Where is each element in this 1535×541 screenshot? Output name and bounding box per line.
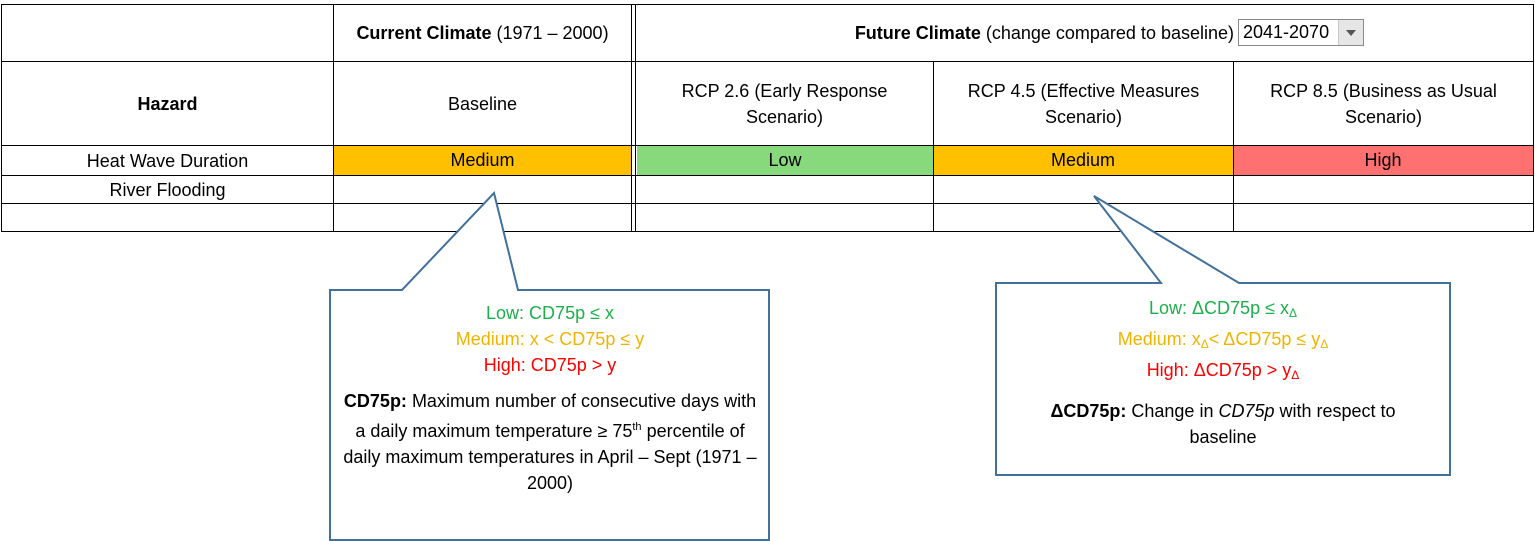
legend-low-delta-text: Low: ΔCD75p ≤ x [1149,298,1289,318]
column-rcp26: RCP 2.6 (Early Response Scenario) [636,62,933,145]
definition-emphasis: CD75p [1218,401,1275,421]
header-current-climate: Current Climate (1971 – 2000) [334,5,631,61]
legend-low-delta: Low: ΔCD75p ≤ xΔ [1006,295,1440,326]
legend-medium-delta-text-1: Medium: x [1117,329,1201,349]
callout-future-text: Low: ΔCD75p ≤ xΔ Medium: xΔ< ΔCD75p ≤ yΔ… [1006,295,1440,450]
grid-line [333,4,334,232]
definition-text-1: Change in [1126,401,1219,421]
column-rcp45: RCP 4.5 (Effective Measures Scenario) [934,62,1233,145]
chevron-down-icon[interactable] [1338,20,1363,45]
header-future-climate: Future Climate (change compared to basel… [636,5,1236,61]
hazard-heat-wave: Heat Wave Duration [86,150,249,171]
cd75p-definition: CD75p: Maximum number of consecutive day… [340,388,760,496]
column-rcp45-label: RCP 4.5 (Effective Measures Scenario) [967,80,1200,127]
delta-subscript: Δ [1288,306,1297,320]
current-climate-title: Current Climate [356,23,492,43]
table-row: Heat Wave Duration [2,146,333,175]
period-dropdown[interactable]: 2041-2070 [1238,19,1364,46]
rating-label: High [1364,150,1402,170]
legend-low: Low: CD75p ≤ x [486,303,614,323]
rating-baseline-heat: Medium [334,146,631,175]
delta-subscript: Δ [1320,337,1329,351]
grid-line [1,145,1534,146]
rating-rcp45-heat: Medium [933,146,1233,175]
column-rcp26-label: RCP 2.6 (Early Response Scenario) [681,80,888,127]
table-row: River Flooding [2,176,333,203]
legend-medium: Medium: x < CD75p ≤ y [455,329,645,349]
legend-medium-delta-text-2: < ΔCD75p ≤ y [1208,329,1321,349]
grid-line [1233,61,1234,232]
column-rcp85: RCP 8.5 (Business as Usual Scenario) [1234,62,1533,145]
grid-line [1,61,1534,62]
legend-medium-delta: Medium: xΔ< ΔCD75p ≤ yΔ [1006,326,1440,357]
definition-text-1: Maximum number of consecutive days with … [355,391,757,441]
callout-current-text: Low: CD75p ≤ x Medium: x < CD75p ≤ y Hig… [340,300,760,496]
column-baseline-label: Baseline [447,93,518,114]
grid-line [1,4,2,232]
legend-high-delta: High: ΔCD75p > yΔ [1006,357,1440,388]
future-climate-title: Future Climate [854,23,981,43]
legend-high: High: CD75p > y [483,355,617,375]
delta-subscript: Δ [1291,368,1300,382]
grid-line [1533,4,1534,232]
delta-cd75p-definition: ΔCD75p: Change in CD75p with respect to … [1006,398,1440,450]
hazard-river-flooding: River Flooding [109,179,226,200]
grid-line [1,175,1534,176]
grid-line [933,61,934,232]
grid-line [1,231,1534,232]
definition-text-2: with respect to baseline [1189,401,1396,447]
definition-term: ΔCD75p: [1050,401,1127,421]
definition-sup: th [632,421,642,433]
rating-label: Medium [450,150,515,170]
column-rcp85-label: RCP 8.5 (Business as Usual Scenario) [1270,80,1497,127]
grid-line [1,203,1534,204]
rating-label: Low [768,150,802,170]
period-dropdown-value: 2041-2070 [1243,22,1330,42]
delta-subscript: Δ [1200,337,1209,351]
column-hazard: Hazard [2,62,333,145]
definition-term: CD75p: [343,391,407,411]
grid-line [631,4,632,232]
rating-rcp85-heat: High [1233,146,1533,175]
column-hazard-label: Hazard [137,93,198,114]
current-climate-period: (1971 – 2000) [491,23,609,43]
legend-high-delta-text: High: ΔCD75p > y [1146,360,1292,380]
definition-text-2: percentile of daily maximum temperatures… [343,421,757,493]
future-climate-note: (change compared to baseline) [980,23,1234,43]
column-baseline: Baseline [334,62,631,145]
rating-rcp26-heat: Low [637,146,933,175]
grid-line [1,4,1534,5]
rating-label: Medium [1050,150,1116,170]
grid-line [635,4,636,232]
